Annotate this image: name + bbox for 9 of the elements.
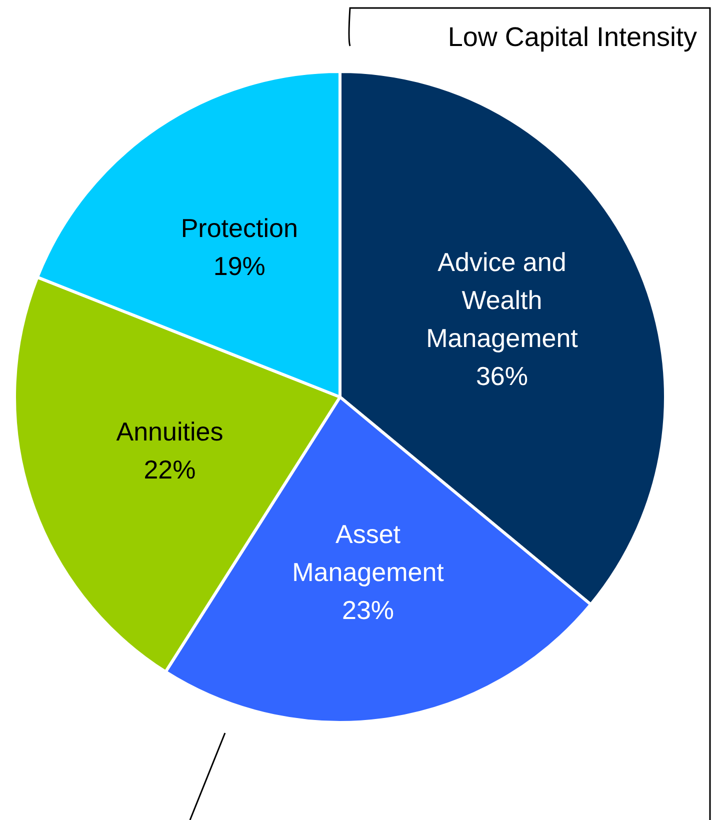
text: Low Capital Intensity	[448, 22, 697, 53]
data-label: 22%	[144, 454, 196, 484]
slice-label: Protection	[180, 213, 298, 244]
slice-label: Advice and Wealth Management	[426, 246, 579, 353]
slice-label: Annuities	[116, 416, 224, 446]
slice-label: Asset Management	[292, 518, 445, 587]
data-label: 36%	[476, 360, 528, 391]
data-label: 19%	[213, 251, 266, 282]
data-label: 23%	[342, 594, 394, 625]
